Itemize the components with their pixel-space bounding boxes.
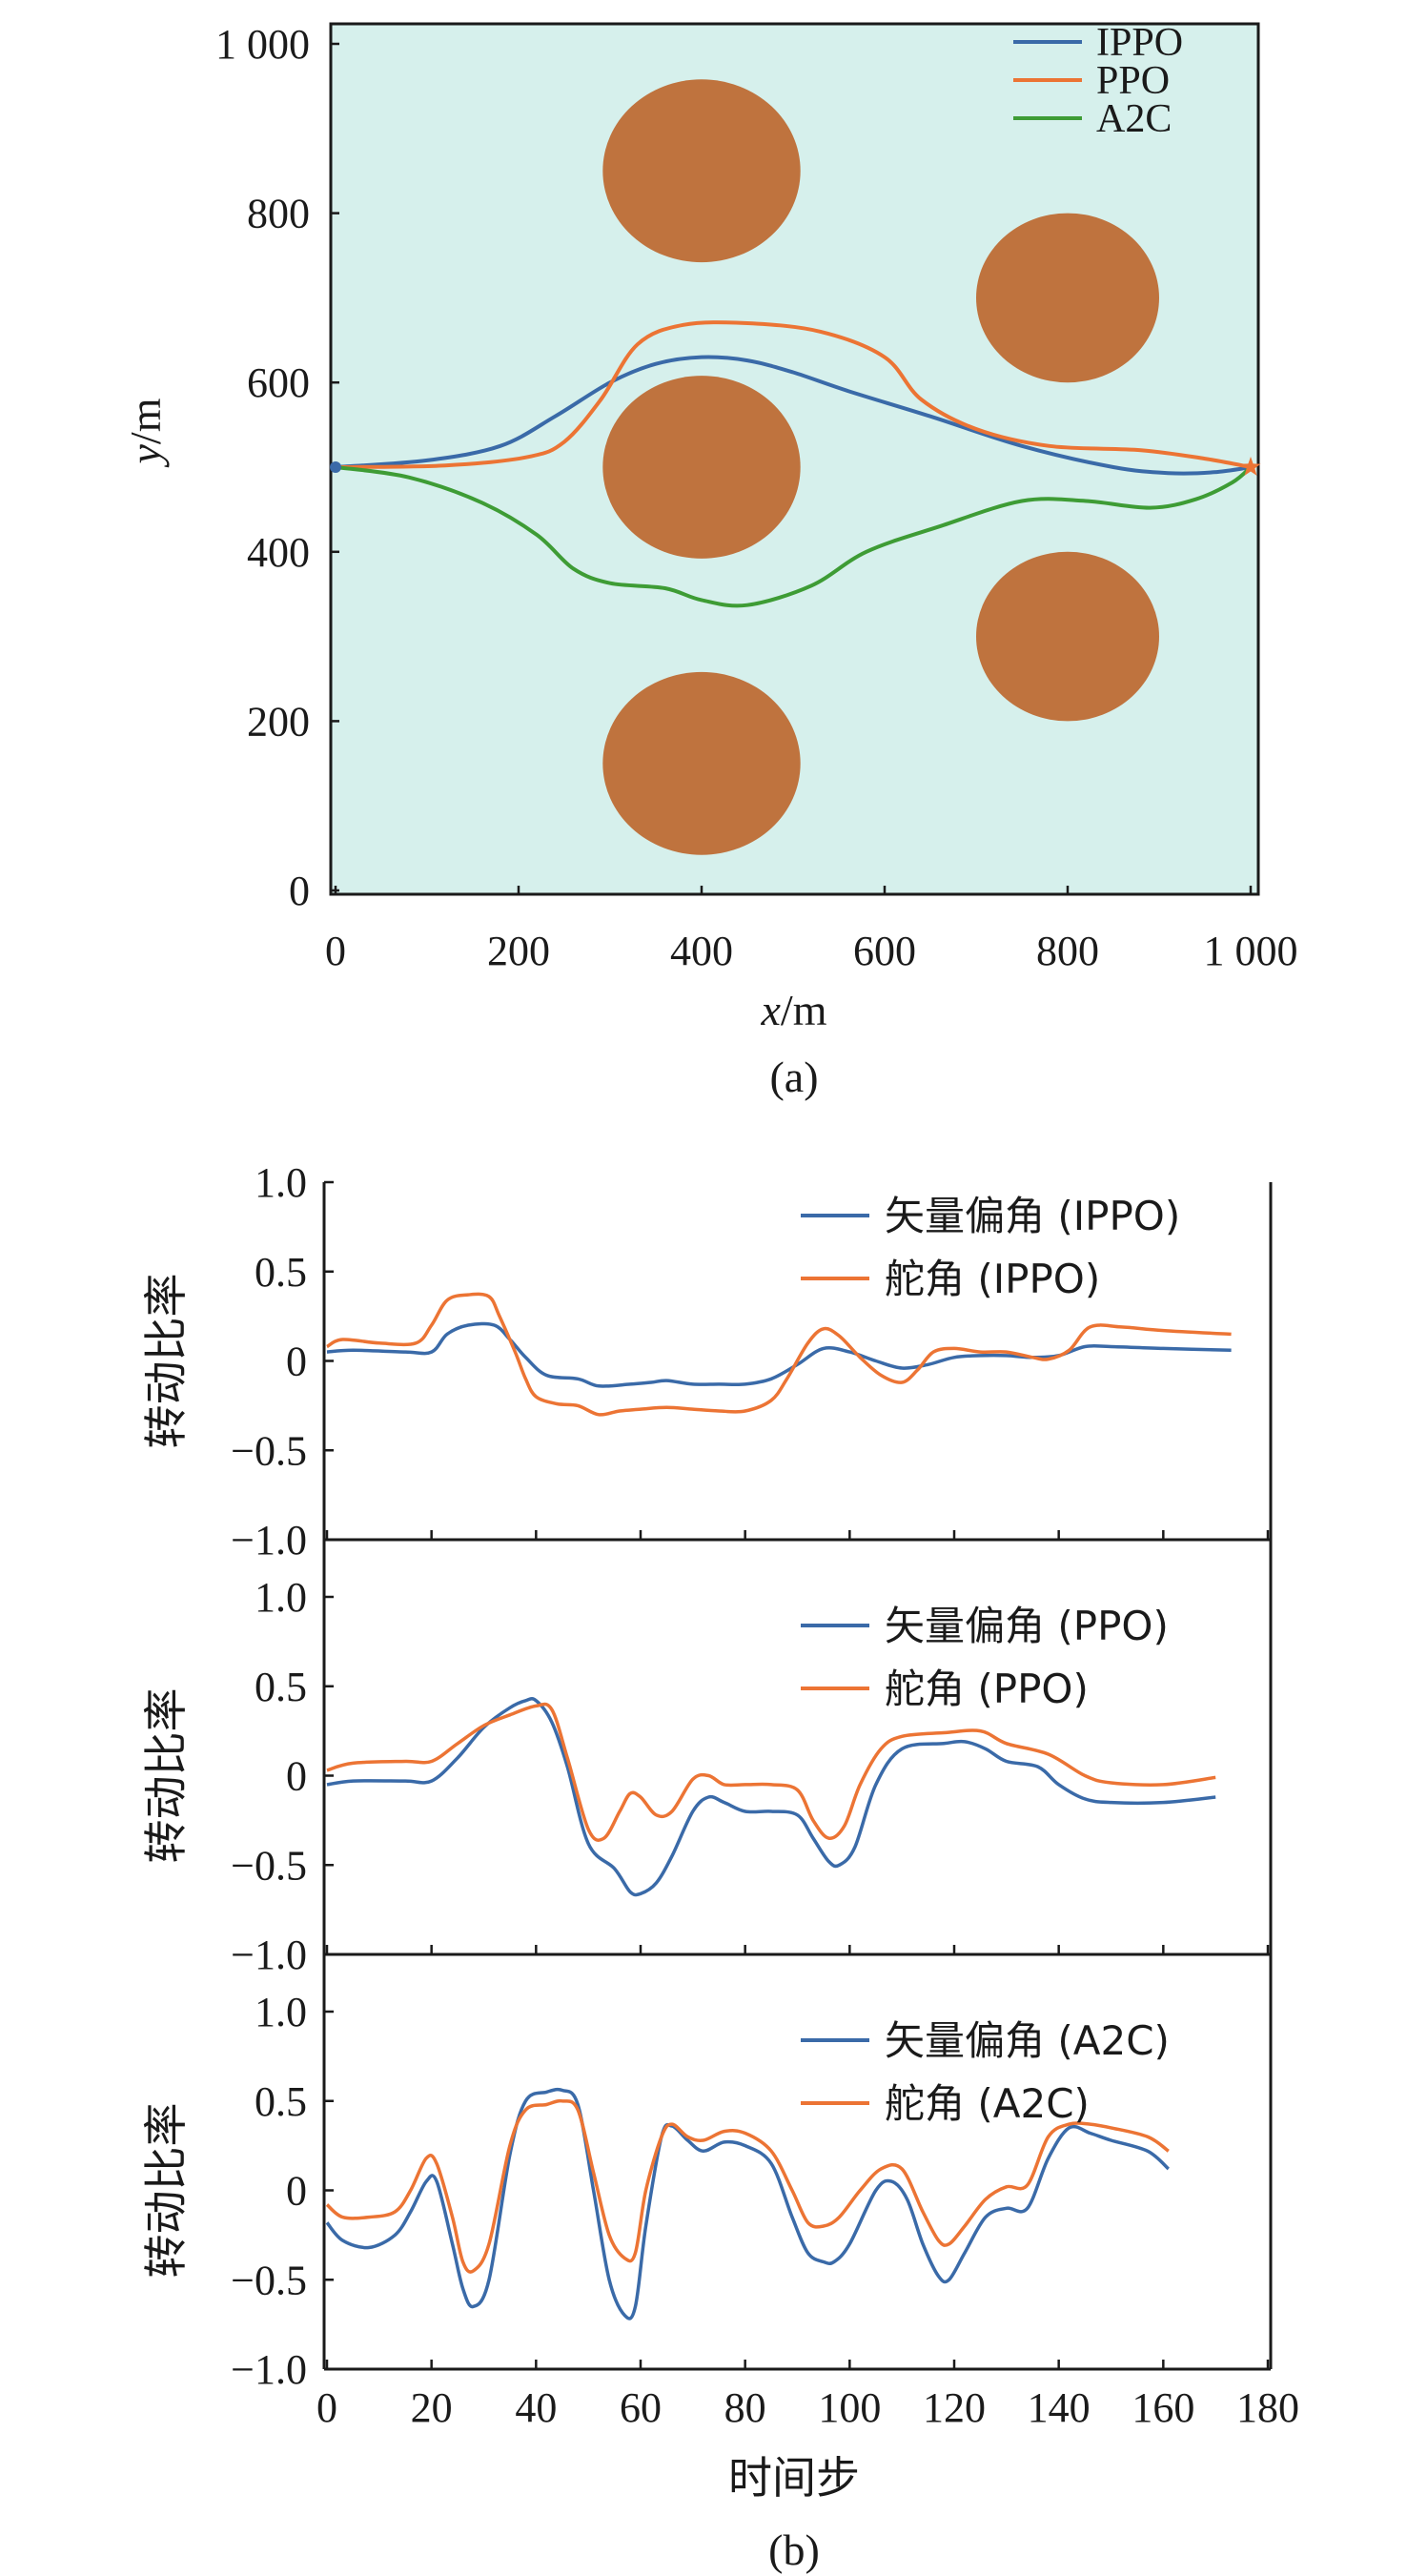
- panel-label-a: (a): [769, 1053, 818, 1101]
- legend-entry: 矢量偏角 (PPO): [885, 1603, 1169, 1649]
- y-tick-label: 0: [286, 1339, 307, 1385]
- y-tick-label: 1.0: [255, 1159, 307, 1206]
- x-tick-label: 80: [724, 2384, 766, 2431]
- x-tick-label: 160: [1132, 2384, 1194, 2431]
- obstacle-circle: [602, 376, 801, 559]
- y-axis-label: 转动比率: [140, 1274, 192, 1449]
- legend-entry: 舵角 (IPPO): [885, 1256, 1100, 1302]
- trajectory-ippo: [335, 355, 1252, 476]
- y-tick-label: 600: [247, 359, 310, 406]
- y-tick-label: 200: [247, 698, 310, 745]
- series-line: [326, 1702, 1216, 1842]
- y-tick-label: 0.5: [255, 1664, 307, 1710]
- obstacle-circle: [602, 79, 801, 263]
- y-tick-label: −1.0: [231, 1932, 307, 1978]
- y-axis-label: y/m: [121, 398, 170, 467]
- y-tick-label: 1 000: [215, 21, 310, 68]
- panel-label-b: (b): [768, 2525, 820, 2574]
- x-tick-label: 180: [1236, 2384, 1299, 2431]
- subplot-2: 1.0 0.5 0 −0.5 −1.0 转动比率 矢量偏角 (PPO) 舵角 (PPO): [140, 1574, 1271, 1978]
- x-axis-ticks: 0 20 40 60 80 100 120 140 160 180: [316, 2384, 1299, 2431]
- x-tick-label: 120: [923, 2384, 986, 2431]
- x-tick-label: 400: [670, 928, 733, 974]
- y-tick-label: −0.5: [231, 1842, 307, 1889]
- x-tick-label: 40: [515, 2384, 557, 2431]
- legend-entry: 矢量偏角 (IPPO): [885, 1193, 1180, 1239]
- x-tick-label: 140: [1028, 2384, 1091, 2431]
- series-line: [326, 1321, 1232, 1388]
- y-tick-label: −0.5: [231, 2257, 307, 2303]
- y-axis-label: 转动比率: [140, 1688, 192, 1864]
- y-axis-label: 转动比率: [140, 2103, 192, 2279]
- y-tick-label: −1.0: [231, 1517, 307, 1564]
- legend-entry: 舵角 (PPO): [885, 1666, 1089, 1712]
- x-tick-label: 1 000: [1204, 928, 1298, 974]
- y-tick-label: 1.0: [255, 1574, 307, 1621]
- y-tick-label: −0.5: [231, 1427, 307, 1474]
- trajectory-a2c: [335, 465, 1253, 608]
- subplot-1: 1.0 0.5 0 −0.5 −1.0 转动比率 矢量偏角 (IPPO) 舵角 (IPPO): [140, 1159, 1271, 1564]
- y-tick-label: 0.5: [255, 1249, 307, 1296]
- obstacle-circle: [976, 551, 1159, 722]
- y-tick-label: 800: [247, 191, 310, 237]
- legend-entry-a2c: A2C: [1096, 97, 1172, 141]
- start-marker: [330, 461, 341, 473]
- trajectory-plot: 0 200 400 600 800 1 000 0 200 400 600 800 1 000 IPP…: [121, 21, 1298, 1101]
- y-tick-label: 0: [286, 1753, 307, 1800]
- obstacle-circle: [602, 671, 801, 855]
- goal-star-marker: [1240, 457, 1261, 476]
- legend-entry: 舵角 (A2C): [885, 2080, 1090, 2127]
- x-tick-label: 0: [325, 928, 346, 974]
- legend-entry-ppo: PPO: [1096, 59, 1170, 103]
- y-tick-label: 0: [289, 868, 310, 914]
- obstacles: [602, 79, 1159, 855]
- y-tick-label: 400: [247, 529, 310, 576]
- y-tick-label: −1.0: [231, 2346, 307, 2393]
- subplot-3: 1.0 0.5 0 −0.5 −1.0 转动比率 矢量偏角 (A2C) 舵角 (A2C): [140, 1989, 1271, 2393]
- x-tick-label: 600: [853, 928, 916, 974]
- x-tick-label: 0: [316, 2384, 337, 2431]
- axis-ticks: 0 200 400 600 800 1 000 0 200 400 600 800 1 000: [215, 21, 1298, 974]
- trajectory-lines: [330, 320, 1261, 608]
- y-tick-label: 0.5: [255, 2078, 307, 2125]
- x-tick-label: 200: [487, 928, 550, 974]
- series-line: [326, 1292, 1232, 1417]
- x-axis-label: x/m: [761, 986, 827, 1034]
- legend-entry: 矢量偏角 (A2C): [885, 2017, 1170, 2064]
- trajectory-ppo: [335, 320, 1252, 469]
- obstacle-circle: [976, 213, 1159, 383]
- x-tick-label: 100: [818, 2384, 881, 2431]
- y-tick-label: 0: [286, 2168, 307, 2215]
- x-tick-label: 60: [620, 2384, 662, 2431]
- series-line: [326, 1697, 1216, 1897]
- series-line: [325, 2087, 1170, 2320]
- x-axis-label-b: 时间步: [728, 2452, 860, 2504]
- y-tick-label: 1.0: [255, 1989, 307, 2035]
- series-line: [325, 2098, 1170, 2274]
- legend-entry-ippo: IPPO: [1096, 21, 1183, 65]
- x-tick-label: 800: [1036, 928, 1099, 974]
- x-tick-label: 20: [411, 2384, 453, 2431]
